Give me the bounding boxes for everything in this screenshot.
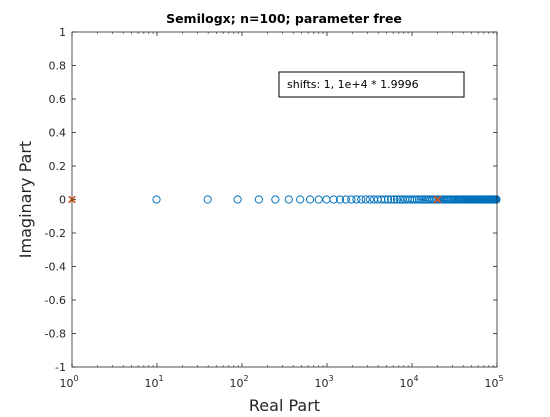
data-marks bbox=[68, 195, 501, 204]
eigenvalue-point bbox=[352, 195, 361, 204]
eigenvalue-point bbox=[410, 195, 419, 204]
shift-marker-stroke bbox=[433, 195, 442, 204]
y-tick-label: -0.6 bbox=[45, 294, 66, 307]
y-tick-label: -1 bbox=[55, 361, 66, 374]
eigenvalue-point bbox=[152, 195, 161, 204]
chart-title: Semilogx; n=100; parameter free bbox=[166, 11, 402, 26]
eigenvalue-point bbox=[492, 195, 501, 204]
y-tick-label: -0.2 bbox=[45, 227, 66, 240]
x-tick-label: 101 bbox=[144, 374, 163, 390]
eigenvalue-point bbox=[414, 195, 424, 204]
eigenvalue-point bbox=[329, 195, 338, 204]
annotation-text: shifts: 1, 1e+4 * 1.9996 bbox=[287, 78, 419, 91]
y-tick-label: 0.6 bbox=[49, 93, 67, 106]
y-tick-label: 0.8 bbox=[49, 60, 67, 73]
eigenvalue-point bbox=[233, 195, 242, 204]
eigenvalue-point bbox=[387, 195, 396, 204]
eigenvalue-point bbox=[392, 195, 402, 204]
eigenvalue-point bbox=[416, 195, 426, 204]
eigenvalue-point bbox=[383, 195, 393, 204]
eigenvalue-point bbox=[254, 195, 263, 204]
x-tick-label: 102 bbox=[229, 374, 248, 390]
eigenvalue-point bbox=[395, 195, 404, 204]
y-tick-label: 0.2 bbox=[49, 160, 67, 173]
y-tick-label: 1 bbox=[59, 26, 66, 39]
eigenvalue-point bbox=[365, 195, 375, 204]
axes-box bbox=[71, 31, 498, 368]
y-tick-label: -0.8 bbox=[45, 328, 66, 341]
eigenvalue-point bbox=[271, 195, 280, 204]
x-tick-label: 103 bbox=[314, 374, 333, 390]
eigenvalue-point bbox=[305, 195, 315, 204]
eigenvalue-point bbox=[380, 195, 389, 204]
eigenvalue-point bbox=[357, 195, 366, 204]
eigenvalue-point bbox=[341, 195, 350, 204]
y-axis-ticks: -1 -0.8 -0.6 -0.4 -0.2 0 0.2 0.4 0.6 0.8 1 bbox=[45, 26, 497, 374]
y-axis-label: Imaginary Part bbox=[16, 141, 35, 258]
x-axis-label: Real Part bbox=[249, 396, 320, 415]
eigenvalue-point bbox=[314, 195, 323, 204]
eigenvalue-point bbox=[361, 195, 370, 204]
y-tick-label: 0.4 bbox=[49, 127, 67, 140]
y-tick-label: 0 bbox=[59, 194, 66, 207]
eigenvalue-point bbox=[203, 195, 212, 204]
eigenvalue-point bbox=[284, 195, 293, 204]
shift-point bbox=[433, 195, 442, 204]
x-axis-ticks: 100 101 102 103 104 105 bbox=[59, 32, 504, 390]
x-tick-label: 100 bbox=[59, 374, 78, 390]
eigenvalue-point bbox=[347, 195, 356, 204]
eigenvalue-point bbox=[335, 195, 345, 204]
eigenvalue-point bbox=[412, 195, 421, 204]
annotation-frame bbox=[278, 71, 465, 98]
x-tick-label: 104 bbox=[399, 374, 418, 390]
annotation-box: shifts: 1, 1e+4 * 1.9996 bbox=[278, 71, 465, 98]
x-tick-label: 105 bbox=[484, 374, 503, 390]
eigenvalue-point bbox=[408, 195, 417, 204]
eigenvalue-point bbox=[390, 195, 399, 204]
y-tick-label: -0.4 bbox=[45, 261, 66, 274]
eigenvalue-point bbox=[296, 195, 305, 204]
